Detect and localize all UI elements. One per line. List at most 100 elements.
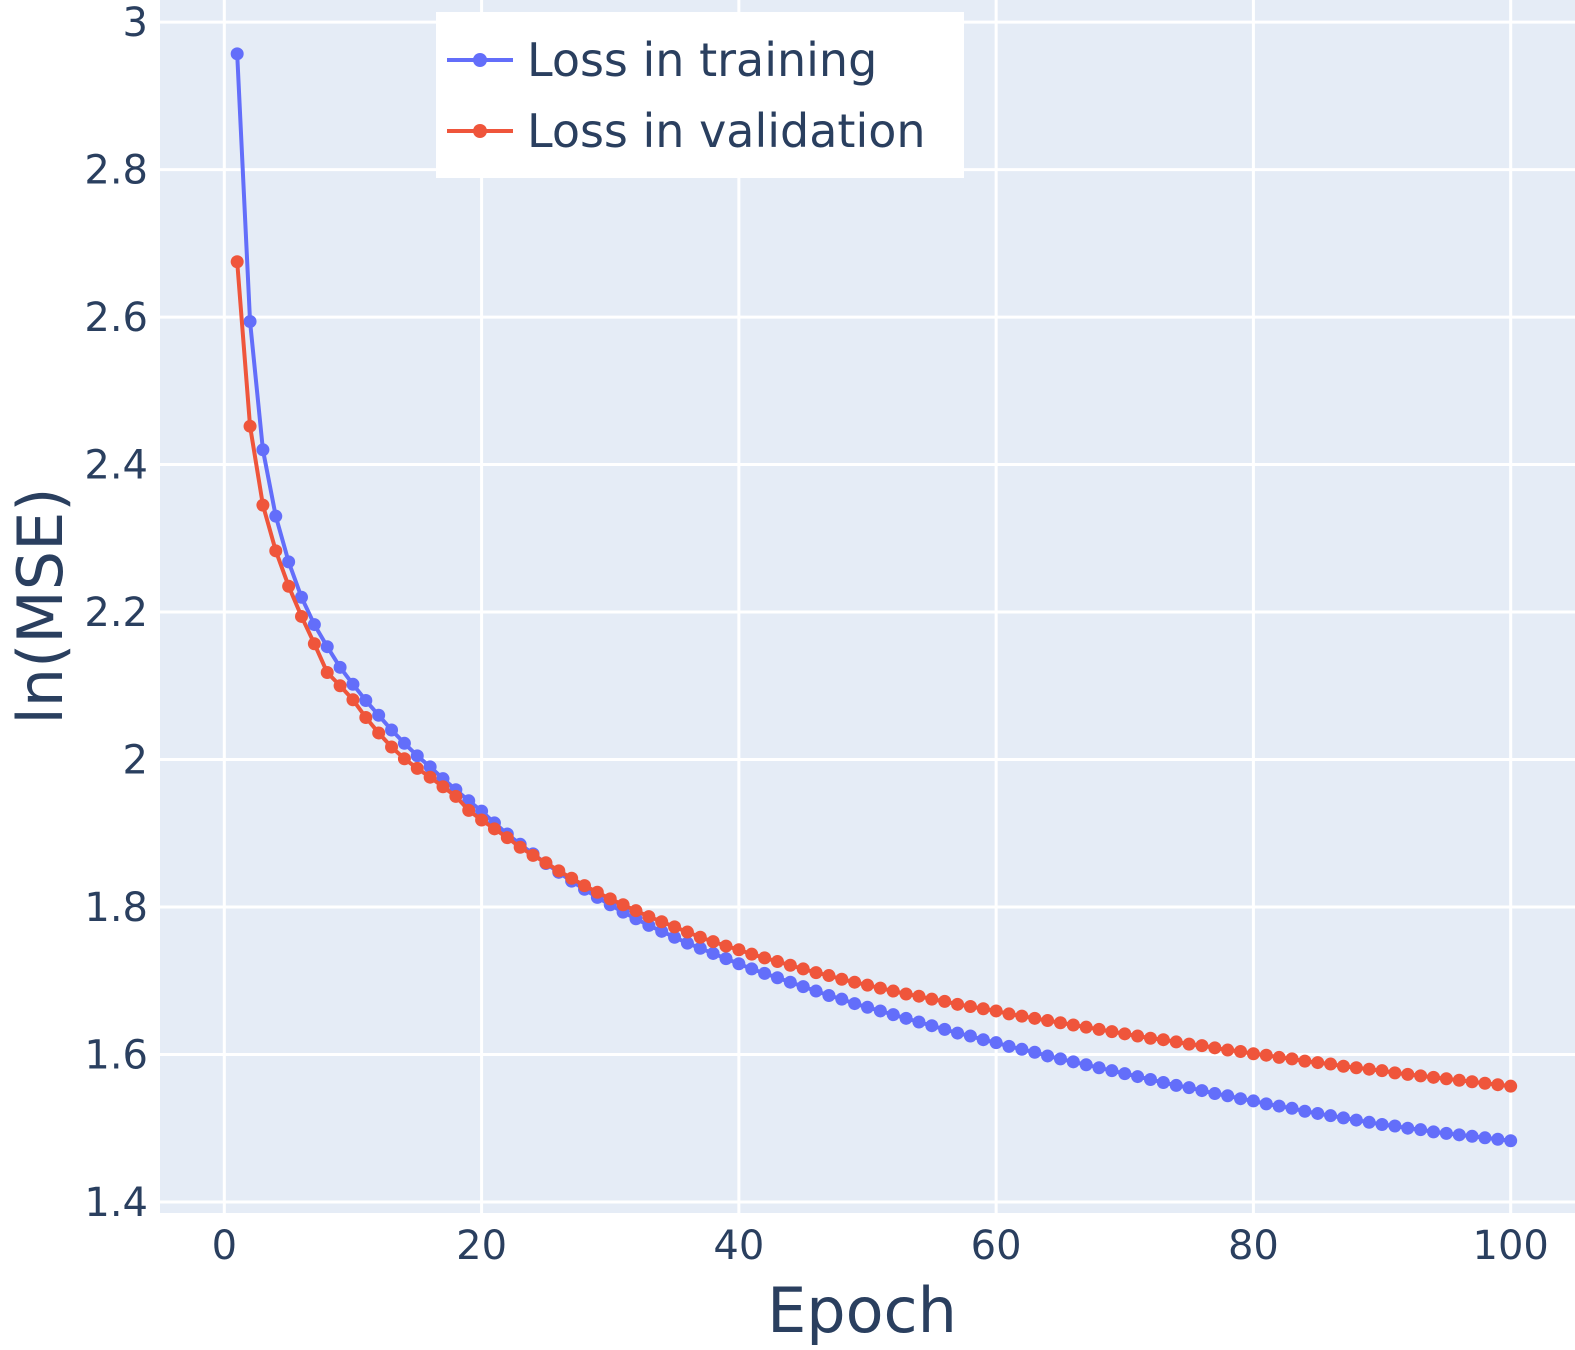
data-point — [835, 992, 849, 1006]
y-axis-title: ln(MSE) — [4, 488, 77, 725]
data-point — [282, 579, 296, 593]
series-line — [235, 53, 1511, 1143]
data-point — [1478, 1076, 1492, 1090]
data-point — [886, 1008, 900, 1022]
data-point — [410, 749, 424, 763]
data-point — [719, 939, 733, 953]
data-point — [951, 1026, 965, 1040]
data-point — [861, 978, 874, 992]
data-point — [346, 693, 360, 707]
data-point — [951, 997, 965, 1011]
data-point — [758, 966, 772, 980]
data-point — [1234, 1092, 1248, 1106]
data-point — [1375, 1064, 1389, 1078]
data-point — [1234, 1045, 1248, 1059]
data-point — [346, 677, 360, 691]
data-point — [719, 952, 733, 966]
data-point — [372, 726, 386, 740]
data-point — [1156, 1033, 1170, 1047]
data-point — [1491, 1132, 1505, 1146]
data-point — [1259, 1048, 1273, 1062]
legend: Loss in training Loss in validation — [436, 12, 964, 178]
data-point — [1002, 1039, 1016, 1053]
data-point — [989, 1036, 1003, 1050]
data-point — [1285, 1052, 1299, 1066]
data-point — [758, 951, 772, 965]
data-point — [1118, 1067, 1132, 1081]
data-point — [1478, 1131, 1492, 1145]
data-point — [1053, 1016, 1067, 1030]
data-point — [1156, 1075, 1170, 1089]
data-point — [976, 1033, 990, 1047]
data-point — [1375, 1118, 1389, 1132]
data-point — [822, 988, 836, 1002]
data-point — [1311, 1106, 1325, 1120]
data-point — [500, 831, 514, 845]
data-point — [693, 930, 707, 944]
data-point — [1028, 1011, 1042, 1025]
data-point — [1311, 1056, 1325, 1070]
data-point — [295, 609, 308, 623]
data-point — [1388, 1119, 1402, 1133]
data-point — [629, 904, 643, 918]
data-point — [1401, 1121, 1415, 1135]
data-point — [1195, 1039, 1209, 1053]
data-point — [1504, 1079, 1518, 1093]
data-point — [1053, 1052, 1067, 1066]
data-point — [539, 856, 553, 870]
data-point — [1015, 1009, 1029, 1023]
x-tick-label: 0 — [212, 1223, 237, 1269]
data-point — [1182, 1037, 1196, 1051]
data-point — [1041, 1049, 1055, 1063]
data-point — [1336, 1111, 1350, 1125]
data-point — [397, 736, 411, 750]
data-point — [1041, 1014, 1055, 1028]
data-point — [1028, 1045, 1042, 1059]
data-point — [796, 962, 810, 976]
data-point — [333, 660, 347, 674]
data-point — [861, 1000, 874, 1014]
y-tick-label: 1.8 — [84, 885, 148, 931]
data-point — [449, 789, 463, 803]
data-point — [668, 920, 682, 934]
data-point — [1144, 1073, 1157, 1087]
data-point — [783, 975, 797, 989]
data-point — [925, 992, 939, 1006]
data-point — [848, 997, 862, 1011]
data-point — [256, 443, 270, 457]
legend-label: Loss in validation — [527, 104, 926, 158]
y-tick-label: 1.6 — [84, 1032, 148, 1078]
x-tick-labels: 0 20 40 60 80 100 — [212, 1223, 1549, 1269]
data-point — [1066, 1055, 1080, 1069]
data-point — [1169, 1035, 1183, 1049]
data-point — [282, 555, 296, 569]
data-point — [706, 935, 720, 949]
data-point — [1401, 1067, 1415, 1081]
data-point — [359, 710, 373, 724]
data-point — [320, 640, 334, 654]
x-tick-label: 100 — [1473, 1223, 1549, 1269]
data-point — [1388, 1066, 1402, 1080]
data-point — [1465, 1129, 1479, 1143]
data-point — [809, 966, 823, 980]
data-point — [1092, 1022, 1106, 1036]
data-point — [680, 925, 694, 939]
data-point — [1452, 1128, 1466, 1142]
data-point — [1144, 1031, 1157, 1045]
data-point — [1246, 1047, 1260, 1061]
y-tick-label: 2.2 — [84, 590, 148, 636]
data-point — [1182, 1081, 1196, 1095]
data-point — [1491, 1078, 1505, 1092]
data-point — [1452, 1073, 1466, 1087]
data-point — [475, 813, 489, 827]
y-tick-labels: 1.4 1.6 1.8 2 2.2 2.4 2.6 2.8 3 — [84, 0, 148, 1226]
data-point — [1221, 1089, 1235, 1103]
data-point — [307, 618, 321, 632]
data-point — [783, 958, 797, 972]
data-point — [1246, 1094, 1260, 1108]
data-point — [925, 1019, 939, 1033]
data-point — [732, 943, 746, 957]
data-point — [385, 740, 399, 754]
data-point — [848, 975, 862, 989]
